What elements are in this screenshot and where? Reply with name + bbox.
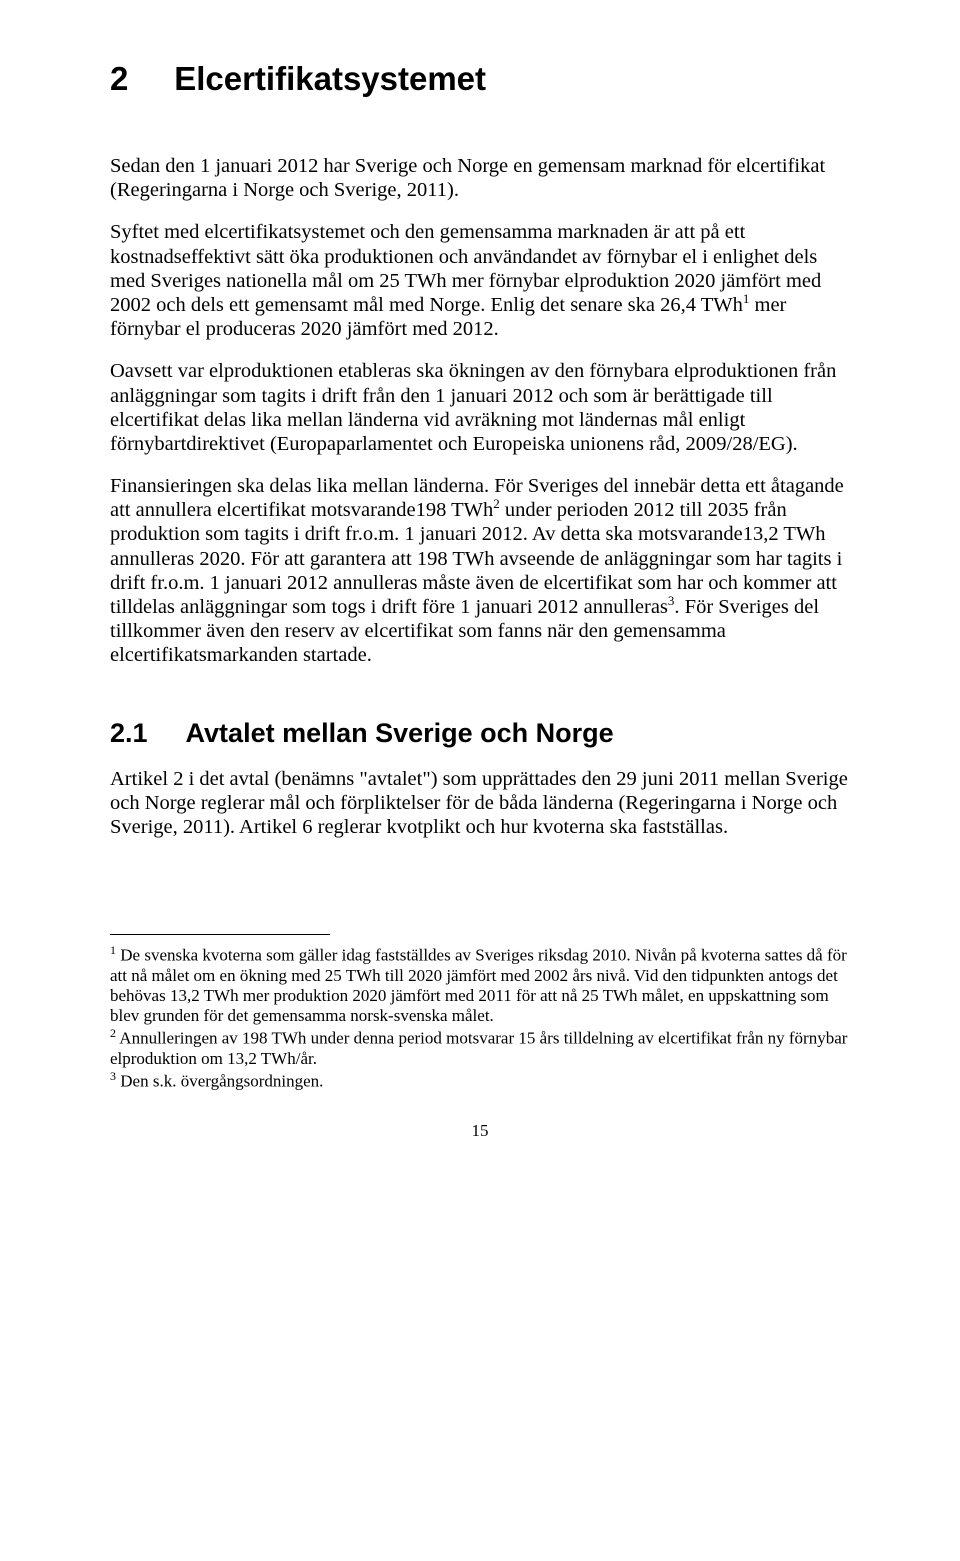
heading-2-title: Avtalet mellan Sverige och Norge — [186, 718, 614, 749]
paragraph-4: Finansieringen ska delas lika mellan län… — [110, 474, 850, 668]
paragraph-2: Syftet med elcertifikatsystemet och den … — [110, 220, 850, 341]
footnote-3: 3 Den s.k. övergångsordningen. — [110, 1069, 850, 1092]
footnote-text-2: Annulleringen av 198 TWh under denna per… — [110, 1029, 847, 1068]
heading-2: 2.1 Avtalet mellan Sverige och Norge — [110, 718, 850, 749]
paragraph-5: Artikel 2 i det avtal (benämns "avtalet"… — [110, 767, 850, 840]
page-number: 15 — [110, 1121, 850, 1141]
footnote-text-3: Den s.k. övergångsordningen. — [116, 1071, 323, 1090]
heading-2-number: 2.1 — [110, 718, 148, 749]
heading-1-title: Elcertifikatsystemet — [174, 60, 486, 97]
paragraph-3: Oavsett var elproduktionen etableras ska… — [110, 359, 850, 456]
heading-1-number: 2 — [110, 60, 128, 97]
document-page: 2 Elcertifikatsystemet Sedan den 1 janua… — [0, 0, 960, 1561]
heading-1: 2 Elcertifikatsystemet — [110, 60, 850, 98]
footnote-separator — [110, 934, 330, 935]
footnote-text-1: De svenska kvoterna som gäller idag fast… — [110, 946, 847, 1025]
paragraph-2a: Syftet med elcertifikatsystemet och den … — [110, 221, 821, 316]
footnote-2: 2 Annulleringen av 198 TWh under denna p… — [110, 1026, 850, 1069]
footnote-1: 1 De svenska kvoterna som gäller idag fa… — [110, 943, 850, 1026]
paragraph-1: Sedan den 1 januari 2012 har Sverige och… — [110, 154, 850, 202]
